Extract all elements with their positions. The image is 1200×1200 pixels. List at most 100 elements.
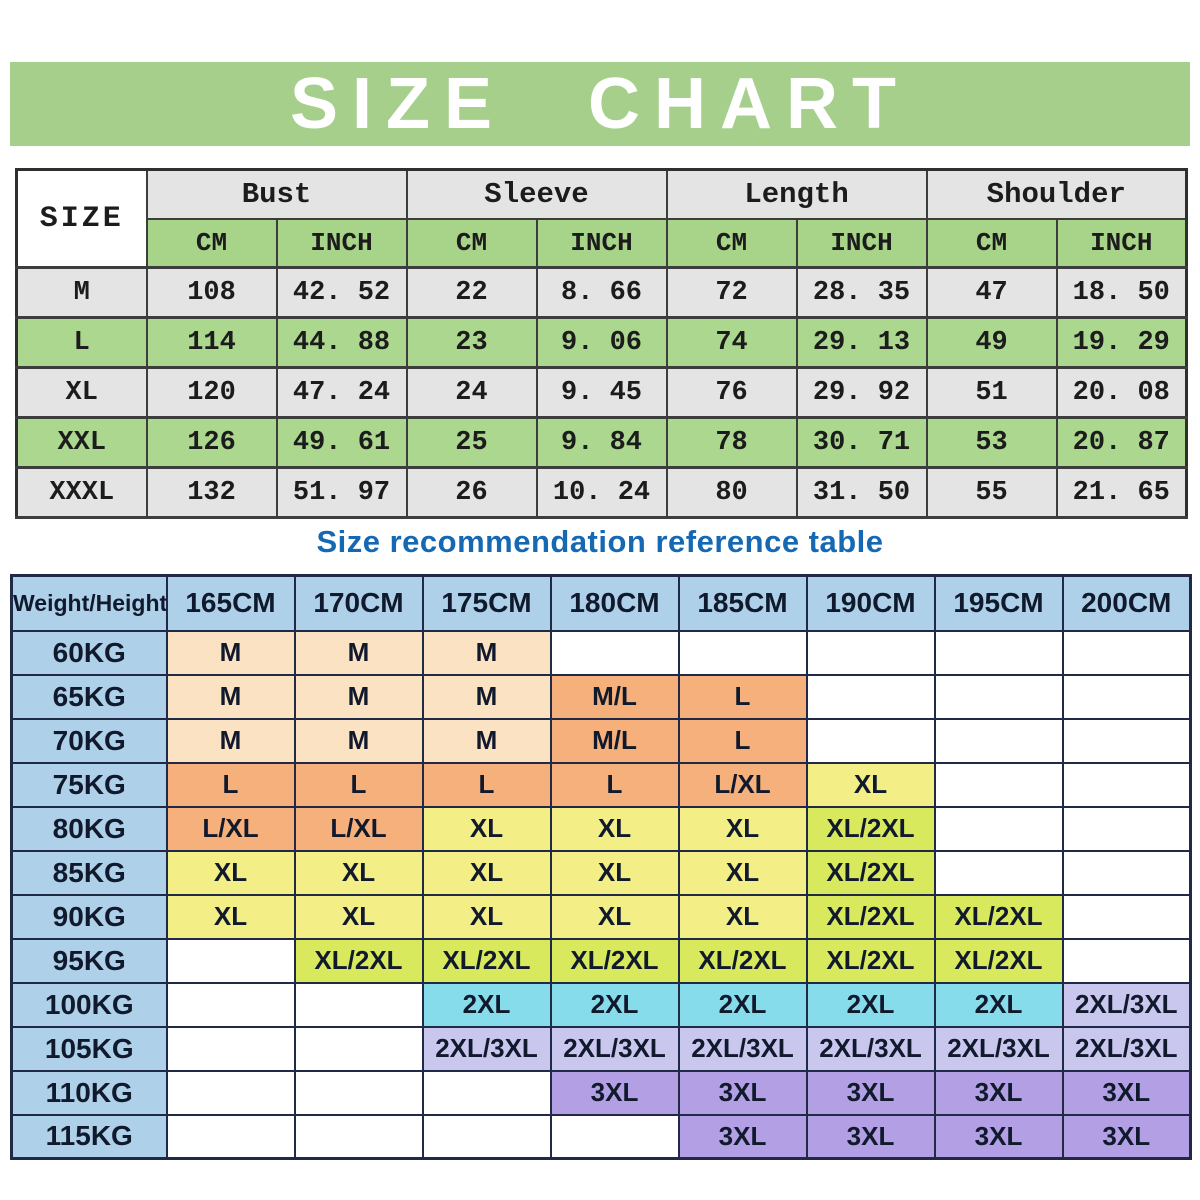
recommendation-cell: M bbox=[165, 717, 296, 764]
recommendation-cell: 3XL bbox=[933, 1113, 1064, 1160]
recommendation-cell: XL bbox=[293, 849, 424, 896]
size-measurement-cell: 28. 35 bbox=[795, 266, 928, 319]
empty-cell bbox=[549, 1113, 680, 1160]
size-table-row: L 114 44. 88 23 9. 06 74 29. 13 49 19. 29 bbox=[15, 316, 1188, 369]
recommendation-cell: XL bbox=[677, 805, 808, 852]
recommendation-cell: M bbox=[293, 673, 424, 720]
recommendation-cell: XL/2XL bbox=[805, 805, 936, 852]
recommendation-row: 100KG 2XL 2XL 2XL 2XL 2XL 2XL/3XL bbox=[10, 981, 1192, 1028]
size-measurement-cell: 9. 06 bbox=[535, 316, 668, 369]
height-header: 190CM bbox=[805, 574, 936, 632]
unit-label: CM bbox=[925, 217, 1058, 269]
size-table-row: XXXL 132 51. 97 26 10. 24 80 31. 50 55 21. 65 bbox=[15, 466, 1188, 519]
recommendation-cell: 2XL/3XL bbox=[805, 1025, 936, 1072]
size-measurement-cell: 8. 66 bbox=[535, 266, 668, 319]
recommendation-cell: M bbox=[165, 673, 296, 720]
size-measurement-cell: 114 bbox=[145, 316, 278, 369]
recommendation-row: 105KG 2XL/3XL 2XL/3XL 2XL/3XL 2XL/3XL 2XL/3XL… bbox=[10, 1025, 1192, 1072]
empty-cell bbox=[549, 629, 680, 676]
column-group-label: Bust bbox=[145, 168, 408, 220]
size-measurement-cell: 9. 45 bbox=[535, 366, 668, 419]
size-row-label: XXL bbox=[15, 416, 148, 469]
size-measurement-cell: 21. 65 bbox=[1055, 466, 1188, 519]
recommendation-cell: L bbox=[293, 761, 424, 808]
height-header: 200CM bbox=[1061, 574, 1192, 632]
recommendation-cell: L/XL bbox=[677, 761, 808, 808]
recommendation-cell: XL bbox=[165, 893, 296, 940]
size-measurement-cell: 24 bbox=[405, 366, 538, 419]
recommendation-cell: M bbox=[293, 629, 424, 676]
size-measurement-cell: 23 bbox=[405, 316, 538, 369]
recommendation-row: 60KG M M M bbox=[10, 629, 1192, 676]
recommendation-cell: 2XL bbox=[805, 981, 936, 1028]
recommendation-cell: M bbox=[421, 717, 552, 764]
size-measurement-cell: 126 bbox=[145, 416, 278, 469]
recommendation-cell: 2XL/3XL bbox=[1061, 1025, 1192, 1072]
empty-cell bbox=[1061, 893, 1192, 940]
weight-label: 65KG bbox=[10, 673, 168, 720]
size-measurement-cell: 74 bbox=[665, 316, 798, 369]
size-measurement-cell: 120 bbox=[145, 366, 278, 419]
size-measurement-cell: 49. 61 bbox=[275, 416, 408, 469]
size-measurement-cell: 132 bbox=[145, 466, 278, 519]
recommendation-row: 70KG M M M M/L L bbox=[10, 717, 1192, 764]
size-corner-label: SIZE bbox=[15, 168, 148, 269]
size-row-label: XL bbox=[15, 366, 148, 419]
recommendation-cell: M bbox=[421, 629, 552, 676]
size-measurement-cell: 80 bbox=[665, 466, 798, 519]
size-measurement-cell: 20. 87 bbox=[1055, 416, 1188, 469]
empty-cell bbox=[933, 849, 1064, 896]
empty-cell bbox=[933, 717, 1064, 764]
empty-cell bbox=[1061, 717, 1192, 764]
recommendation-cell: M bbox=[293, 717, 424, 764]
height-header: 180CM bbox=[549, 574, 680, 632]
unit-label: INCH bbox=[535, 217, 668, 269]
size-measurement-cell: 49 bbox=[925, 316, 1058, 369]
size-row-label: XXXL bbox=[15, 466, 148, 519]
recommendation-cell: 2XL bbox=[421, 981, 552, 1028]
size-measurement-cell: 108 bbox=[145, 266, 278, 319]
recommendation-row: 110KG 3XL 3XL 3XL 3XL 3XL bbox=[10, 1069, 1192, 1116]
weight-label: 110KG bbox=[10, 1069, 168, 1116]
empty-cell bbox=[1061, 937, 1192, 984]
recommendation-cell: XL/2XL bbox=[933, 937, 1064, 984]
recommendation-cell: L bbox=[549, 761, 680, 808]
empty-cell bbox=[165, 1025, 296, 1072]
recommendation-cell: XL/2XL bbox=[549, 937, 680, 984]
empty-cell bbox=[933, 805, 1064, 852]
unit-label: INCH bbox=[275, 217, 408, 269]
recommendation-cell: 3XL bbox=[805, 1069, 936, 1116]
empty-cell bbox=[805, 717, 936, 764]
unit-label: INCH bbox=[795, 217, 928, 269]
recommendation-cell: 3XL bbox=[677, 1069, 808, 1116]
empty-cell bbox=[677, 629, 808, 676]
size-measurement-cell: 78 bbox=[665, 416, 798, 469]
weight-label: 80KG bbox=[10, 805, 168, 852]
size-table-row: XL 120 47. 24 24 9. 45 76 29. 92 51 20. 08 bbox=[15, 366, 1188, 419]
recommendation-cell: 2XL/3XL bbox=[1061, 981, 1192, 1028]
size-measurement-cell: 72 bbox=[665, 266, 798, 319]
recommendation-cell: 2XL bbox=[933, 981, 1064, 1028]
weight-label: 95KG bbox=[10, 937, 168, 984]
size-measurement-table: SIZE Bust Sleeve Length Shoulder CM INCH CM INCH… bbox=[15, 168, 1189, 519]
size-measurement-cell: 42. 52 bbox=[275, 266, 408, 319]
column-group-label: Length bbox=[665, 168, 928, 220]
size-measurement-cell: 19. 29 bbox=[1055, 316, 1188, 369]
recommendation-cell: 3XL bbox=[1061, 1069, 1192, 1116]
empty-cell bbox=[1061, 849, 1192, 896]
recommendation-cell: L bbox=[421, 761, 552, 808]
recommendation-cell: XL/2XL bbox=[933, 893, 1064, 940]
recommendation-cell: XL bbox=[549, 805, 680, 852]
recommendation-row: 75KG L L L L L/XL XL bbox=[10, 761, 1192, 808]
weight-label: 60KG bbox=[10, 629, 168, 676]
recommendation-row: 95KG XL/2XL XL/2XL XL/2XL XL/2XL XL/2XL XL/2XL bbox=[10, 937, 1192, 984]
recommendation-cell: L bbox=[165, 761, 296, 808]
empty-cell bbox=[1061, 673, 1192, 720]
unit-label: CM bbox=[665, 217, 798, 269]
size-measurement-cell: 22 bbox=[405, 266, 538, 319]
size-measurement-cell: 51 bbox=[925, 366, 1058, 419]
recommendation-cell: M/L bbox=[549, 717, 680, 764]
size-row-label: M bbox=[15, 266, 148, 319]
size-measurement-cell: 47 bbox=[925, 266, 1058, 319]
unit-label: INCH bbox=[1055, 217, 1188, 269]
